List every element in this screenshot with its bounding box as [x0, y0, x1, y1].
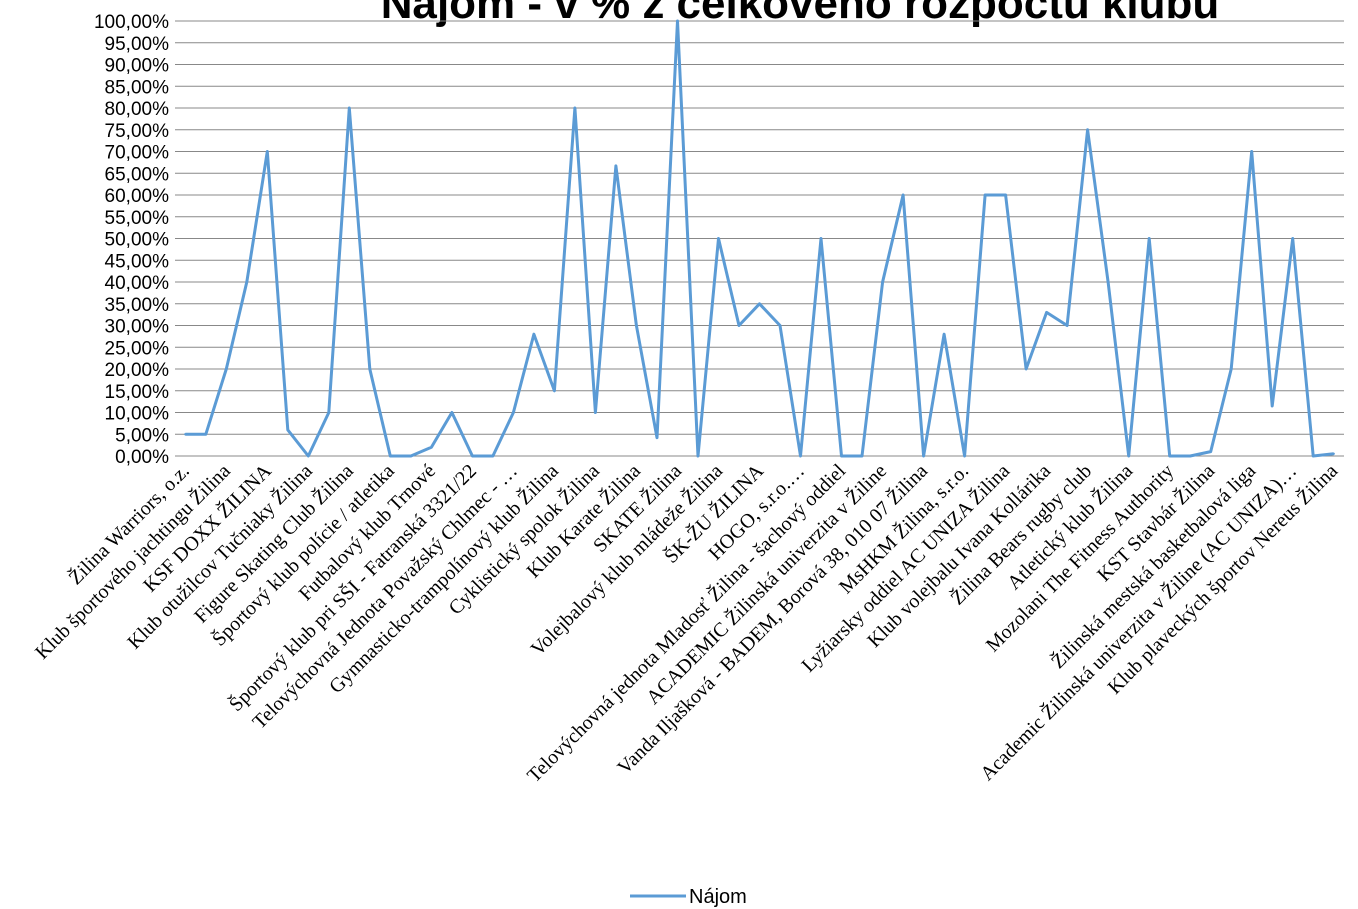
y-tick-label: 100,00% [94, 12, 169, 33]
y-tick-label: 70,00% [105, 143, 170, 164]
data-point [922, 454, 925, 458]
y-tick-label: 15,00% [105, 382, 170, 403]
data-point [799, 454, 802, 458]
data-point [225, 367, 228, 371]
data-point [614, 164, 618, 168]
data-point [1106, 280, 1110, 284]
data-point [901, 193, 905, 197]
data-point [635, 324, 638, 327]
data-point [348, 106, 351, 110]
data-point [1024, 367, 1028, 371]
data-point [1230, 367, 1233, 371]
x-axis-tick-labels: Žilina Warriors, o.z.Klub športového jac… [30, 458, 1342, 787]
legend: Nájom [630, 886, 747, 908]
data-point [1291, 237, 1294, 240]
data-point [512, 411, 515, 414]
data-point [368, 367, 371, 371]
y-tick-label: 65,00% [105, 164, 170, 185]
data-point [1271, 404, 1274, 408]
y-tick-label: 45,00% [105, 251, 170, 272]
data-point [1045, 311, 1048, 314]
data-point [819, 237, 823, 240]
data-point [963, 454, 966, 458]
y-tick-label: 50,00% [105, 230, 170, 251]
y-tick-label: 30,00% [105, 317, 170, 338]
gridlines [175, 20, 1344, 457]
y-tick-label: 90,00% [105, 56, 170, 77]
data-point [1065, 324, 1069, 327]
data-point [737, 324, 741, 327]
data-point [1332, 452, 1335, 455]
data-point [471, 454, 474, 458]
data-point [778, 324, 782, 327]
series-layer [184, 19, 1335, 458]
data-point [696, 454, 700, 458]
data-point [573, 106, 577, 110]
y-tick-label: 80,00% [105, 99, 170, 120]
data-point [553, 389, 556, 392]
data-point [655, 436, 659, 439]
data-point [245, 280, 248, 284]
data-point [1086, 128, 1089, 131]
y-tick-label: 40,00% [105, 273, 170, 294]
data-point [1004, 193, 1007, 197]
y-tick-label: 95,00% [105, 34, 170, 55]
data-point [286, 428, 289, 432]
data-point [204, 433, 207, 436]
data-point [1168, 454, 1171, 458]
data-point [942, 333, 946, 336]
data-point [594, 411, 597, 414]
data-point [266, 150, 269, 153]
data-point [450, 411, 454, 414]
legend-label-najom: Nájom [689, 886, 747, 908]
data-point [840, 454, 843, 458]
y-tick-label: 75,00% [105, 121, 170, 142]
data-point [860, 454, 864, 458]
y-axis-tick-labels: 0,00%5,00%10,00%15,00%20,00%25,00%30,00%… [94, 12, 169, 468]
y-tick-label: 35,00% [105, 295, 170, 316]
y-tick-label: 0,00% [115, 447, 169, 468]
data-point [1148, 237, 1151, 240]
y-tick-label: 10,00% [105, 404, 170, 425]
data-point [1127, 454, 1130, 458]
data-point [184, 433, 187, 436]
data-point [327, 411, 330, 414]
data-point [1189, 454, 1192, 458]
y-tick-label: 20,00% [105, 360, 170, 381]
data-point [758, 302, 761, 305]
data-point [676, 19, 679, 23]
data-point [1250, 150, 1253, 153]
y-tick-label: 55,00% [105, 208, 170, 229]
data-point [1209, 450, 1212, 453]
data-point [532, 333, 536, 336]
y-tick-label: 25,00% [105, 338, 170, 359]
data-point [983, 193, 987, 197]
data-point [717, 237, 720, 240]
data-point [491, 454, 495, 458]
y-tick-label: 60,00% [105, 186, 170, 207]
data-point [307, 454, 310, 458]
data-point [1312, 454, 1315, 458]
data-point [881, 280, 884, 284]
y-tick-label: 85,00% [105, 77, 170, 98]
data-point [430, 446, 433, 449]
y-tick-label: 5,00% [115, 425, 169, 446]
chart-title: Nájom - v % z celkového rozpočtu klubu [381, 0, 1220, 28]
data-point [409, 454, 413, 458]
data-point [389, 454, 392, 458]
